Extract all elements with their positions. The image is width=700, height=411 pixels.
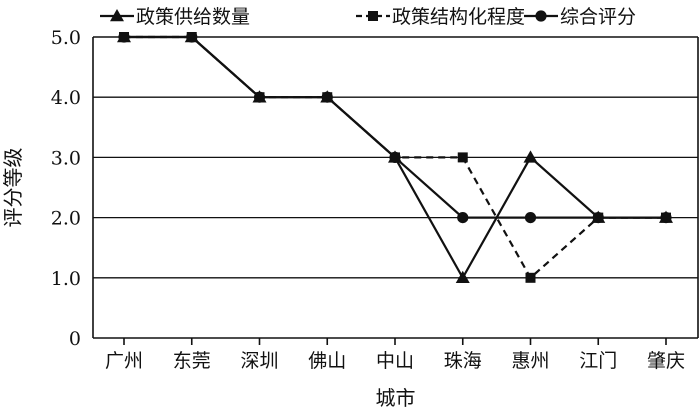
data-point (525, 272, 536, 283)
legend-swatch-marker (368, 11, 378, 21)
y-tick-label: 0 (69, 328, 81, 350)
legend-label: 政策结构化程度 (392, 6, 525, 28)
data-point (253, 91, 266, 103)
legend-label: 政策供给数量 (136, 6, 250, 28)
x-tick-label: 肇庆 (647, 350, 685, 372)
y-axis-label: 评分等级 (1, 148, 25, 228)
data-point (389, 151, 401, 163)
data-point (523, 150, 538, 163)
x-tick-label: 江门 (579, 350, 617, 372)
legend-background (96, 2, 672, 32)
series-circle (118, 31, 672, 224)
legend-swatch-marker (535, 10, 547, 22)
data-point (592, 212, 604, 224)
x-tick-label: 深圳 (240, 350, 278, 372)
y-tick-label: 2.0 (51, 208, 81, 230)
y-tick-label: 1.0 (51, 268, 81, 290)
legend-item: 政策供给数量 (100, 6, 250, 28)
x-tick-label: 惠州 (511, 350, 549, 372)
x-tick-label: 中山 (376, 350, 414, 372)
y-tick-label: 4.0 (51, 87, 81, 109)
plot-frame (92, 36, 699, 339)
data-point (457, 212, 469, 224)
data-point (524, 212, 537, 224)
data-point (118, 31, 130, 43)
series-layer (117, 30, 673, 284)
legend-label: 综合评分 (560, 6, 636, 28)
x-tick-label: 东莞 (173, 350, 211, 372)
x-tick-label: 珠海 (444, 350, 482, 372)
y-tick-label: 5.0 (51, 27, 81, 49)
legend-swatch-marker (110, 9, 124, 22)
grid-layer (93, 96, 698, 279)
data-point (457, 152, 468, 163)
legend-item: 综合评分 (524, 6, 636, 28)
legend: 政策供给数量 政策结构化程度 综合评分 (96, 2, 672, 32)
data-point (186, 31, 198, 43)
data-point (321, 91, 333, 103)
series-line (124, 35, 666, 219)
legend-item: 政策结构化程度 (356, 6, 525, 28)
data-point (455, 270, 470, 284)
x-tick-label: 佛山 (308, 350, 346, 372)
tick-layer: 0 1.0 2.0 3.0 4.0 5.0 广州 东莞 深圳 佛山 中山 珠海 惠州 江门 肇庆 (51, 27, 685, 372)
x-tick-label: 广州 (105, 350, 143, 372)
x-axis-label: 城市 (376, 386, 416, 410)
y-tick-label: 3.0 (51, 147, 81, 169)
data-point (660, 212, 672, 224)
